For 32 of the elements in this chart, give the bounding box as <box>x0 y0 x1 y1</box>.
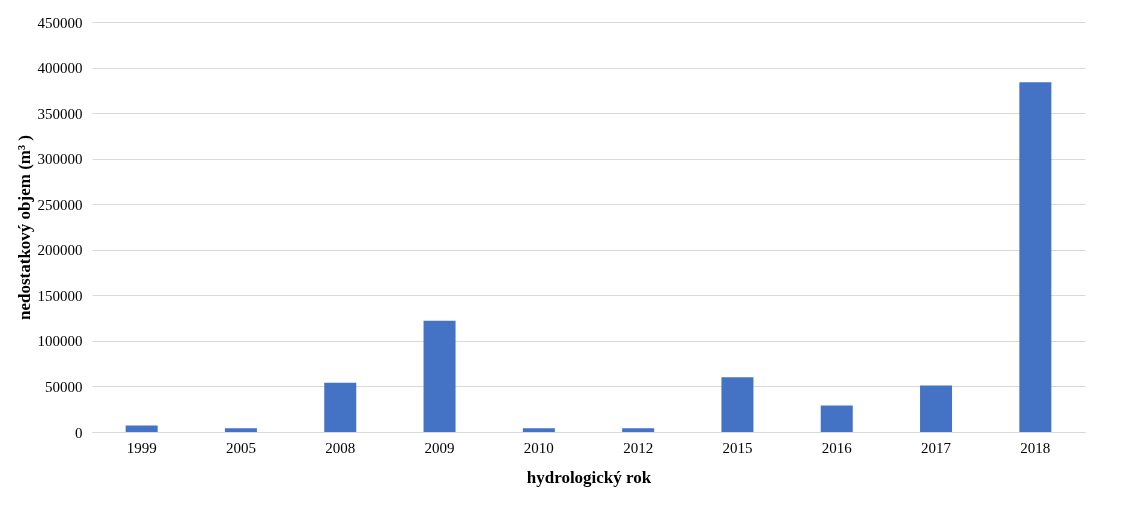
x-tick-label: 2017 <box>921 439 952 456</box>
y-tick-label: 0 <box>75 424 83 441</box>
x-tick-label: 2016 <box>821 439 853 456</box>
bar <box>423 320 456 432</box>
bar <box>1019 82 1052 432</box>
y-tick-label: 350000 <box>37 105 83 122</box>
x-tick-label: 2018 <box>1020 439 1051 456</box>
x-tick-label: 2012 <box>623 439 654 456</box>
x-tick-label: 2008 <box>325 439 356 456</box>
bar <box>721 377 754 432</box>
bar <box>522 428 555 432</box>
y-tick-label: 150000 <box>37 287 83 304</box>
x-tick-label: 2009 <box>424 439 455 456</box>
y-tick-label: 250000 <box>37 196 83 213</box>
bar <box>622 428 655 432</box>
y-tick-label: 400000 <box>37 60 83 77</box>
x-tick-label: 2010 <box>523 439 554 456</box>
bar <box>224 428 257 432</box>
x-tick-label: 2005 <box>225 439 256 456</box>
y-tick-label: 50000 <box>45 378 83 395</box>
bar <box>324 382 357 432</box>
y-tick-label: 300000 <box>37 151 83 168</box>
y-tick-label: 100000 <box>37 333 83 350</box>
bar <box>820 405 853 432</box>
bar <box>920 385 953 432</box>
x-tick-label: 1999 <box>126 439 157 456</box>
bar <box>125 425 158 432</box>
x-tick-label: 2015 <box>722 439 753 456</box>
y-tick-label: 450000 <box>37 14 83 31</box>
x-axis-title: hydrologický rok <box>526 467 652 487</box>
y-tick-label: 200000 <box>37 242 83 259</box>
y-axis-title: nedostatkový objem (m³ ) <box>14 135 34 320</box>
